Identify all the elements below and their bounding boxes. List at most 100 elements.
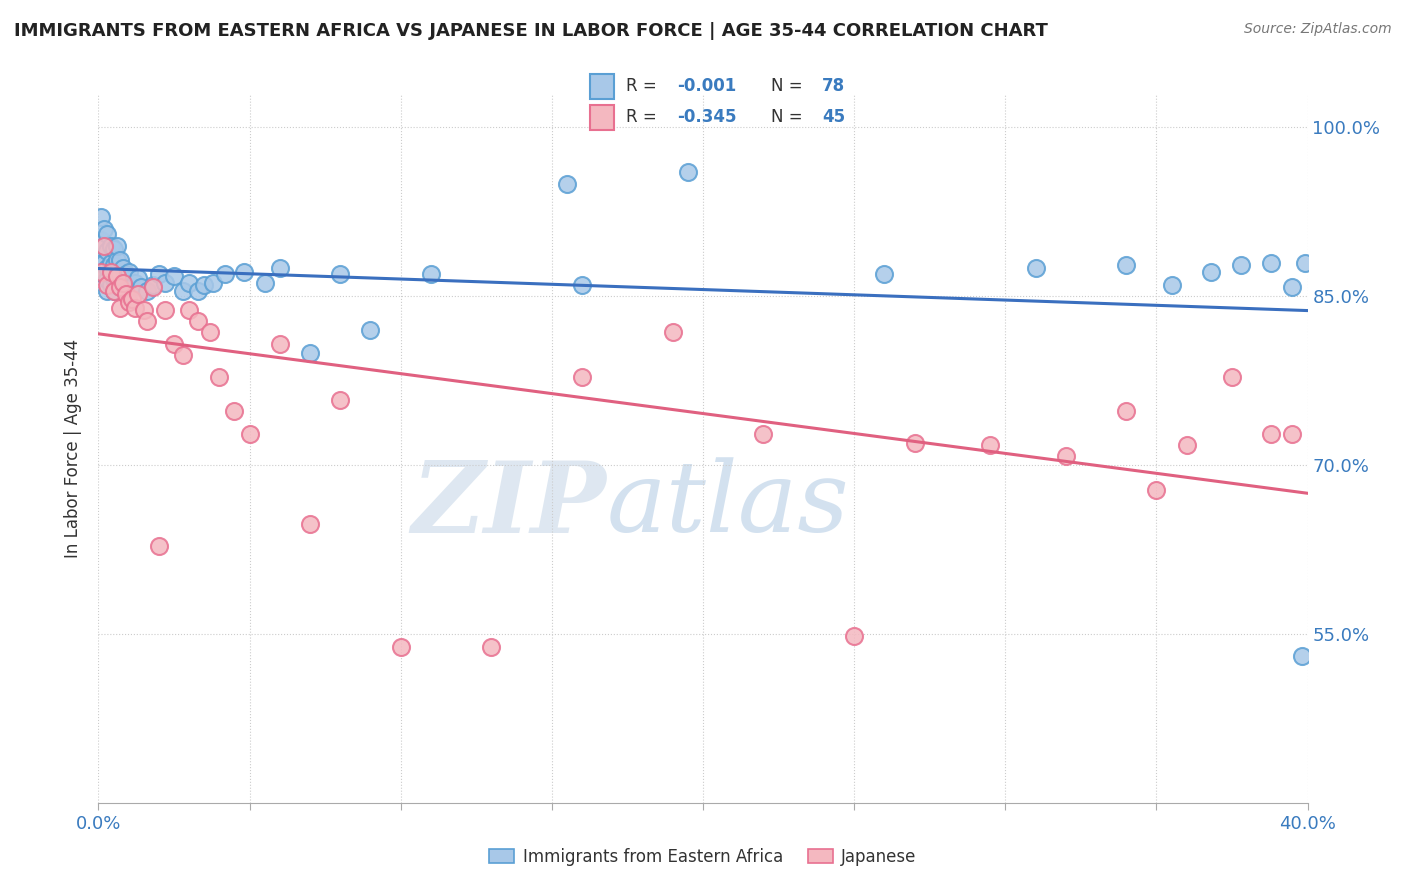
- Text: atlas: atlas: [606, 458, 849, 553]
- Point: [129, 280, 152, 294]
- Point: [93, 267, 115, 281]
- Point: [108, 280, 131, 294]
- FancyBboxPatch shape: [589, 104, 614, 130]
- Point: [1175, 438, 1198, 452]
- Point: [118, 278, 141, 293]
- Point: [420, 267, 443, 281]
- Point: [127, 287, 149, 301]
- Point: [571, 278, 593, 293]
- Point: [1024, 261, 1046, 276]
- Point: [329, 267, 352, 281]
- Point: [108, 301, 131, 315]
- Point: [114, 280, 136, 294]
- Y-axis label: In Labor Force | Age 35-44: In Labor Force | Age 35-44: [65, 339, 83, 558]
- Text: N =: N =: [770, 108, 808, 126]
- Point: [676, 165, 699, 179]
- Point: [90, 255, 112, 269]
- Point: [193, 278, 215, 293]
- Point: [187, 314, 209, 328]
- Point: [105, 278, 128, 293]
- Text: 78: 78: [823, 77, 845, 95]
- Point: [1220, 370, 1243, 384]
- Point: [187, 284, 209, 298]
- Point: [90, 264, 112, 278]
- Point: [135, 284, 157, 298]
- Point: [299, 345, 322, 359]
- Point: [108, 267, 131, 281]
- Point: [100, 238, 122, 252]
- Point: [96, 227, 118, 242]
- Point: [100, 255, 122, 269]
- Point: [1281, 280, 1303, 294]
- Point: [124, 276, 146, 290]
- Point: [121, 280, 143, 294]
- Point: [1199, 264, 1222, 278]
- Point: [108, 253, 131, 268]
- Point: [239, 426, 262, 441]
- Point: [214, 267, 236, 281]
- Point: [172, 348, 194, 362]
- Point: [232, 264, 254, 278]
- Point: [93, 238, 115, 252]
- Point: [269, 261, 291, 276]
- Text: N =: N =: [770, 77, 808, 95]
- Point: [90, 233, 112, 247]
- Point: [153, 302, 176, 317]
- Point: [111, 261, 134, 276]
- Point: [148, 539, 170, 553]
- Point: [481, 640, 503, 655]
- Point: [1281, 426, 1303, 441]
- Point: [96, 278, 118, 293]
- Point: [93, 221, 115, 235]
- Point: [142, 280, 165, 294]
- Point: [844, 629, 866, 643]
- Point: [103, 284, 125, 298]
- Point: [179, 276, 201, 290]
- Point: [752, 426, 775, 441]
- FancyBboxPatch shape: [589, 74, 614, 99]
- Text: IMMIGRANTS FROM EASTERN AFRICA VS JAPANESE IN LABOR FORCE | AGE 35-44 CORRELATIO: IMMIGRANTS FROM EASTERN AFRICA VS JAPANE…: [14, 22, 1047, 40]
- Text: ZIP: ZIP: [412, 457, 606, 553]
- Text: 45: 45: [823, 108, 845, 126]
- Text: Source: ZipAtlas.com: Source: ZipAtlas.com: [1244, 22, 1392, 37]
- Point: [904, 435, 927, 450]
- Point: [135, 314, 157, 328]
- Point: [96, 284, 118, 298]
- Point: [1294, 255, 1316, 269]
- Point: [555, 177, 578, 191]
- Point: [163, 336, 186, 351]
- Point: [153, 276, 176, 290]
- Point: [111, 276, 134, 290]
- Point: [105, 238, 128, 252]
- Point: [105, 264, 128, 278]
- Point: [1144, 483, 1167, 497]
- Text: R =: R =: [626, 108, 662, 126]
- Point: [1115, 404, 1137, 418]
- Point: [1260, 255, 1282, 269]
- Point: [873, 267, 896, 281]
- Point: [100, 278, 122, 293]
- Text: -0.001: -0.001: [678, 77, 737, 95]
- Point: [1291, 649, 1313, 664]
- Point: [979, 438, 1001, 452]
- Point: [148, 267, 170, 281]
- Point: [103, 258, 125, 272]
- Text: -0.345: -0.345: [678, 108, 737, 126]
- Point: [90, 211, 112, 225]
- Point: [329, 392, 352, 407]
- Point: [571, 370, 593, 384]
- Point: [299, 516, 322, 531]
- Point: [142, 278, 165, 293]
- Point: [1260, 426, 1282, 441]
- Point: [96, 244, 118, 259]
- Point: [118, 264, 141, 278]
- Point: [179, 302, 201, 317]
- Point: [96, 272, 118, 286]
- Point: [172, 284, 194, 298]
- Text: R =: R =: [626, 77, 662, 95]
- Point: [96, 261, 118, 276]
- Point: [100, 264, 122, 278]
- Point: [93, 255, 115, 269]
- Point: [118, 294, 141, 309]
- Point: [661, 326, 683, 340]
